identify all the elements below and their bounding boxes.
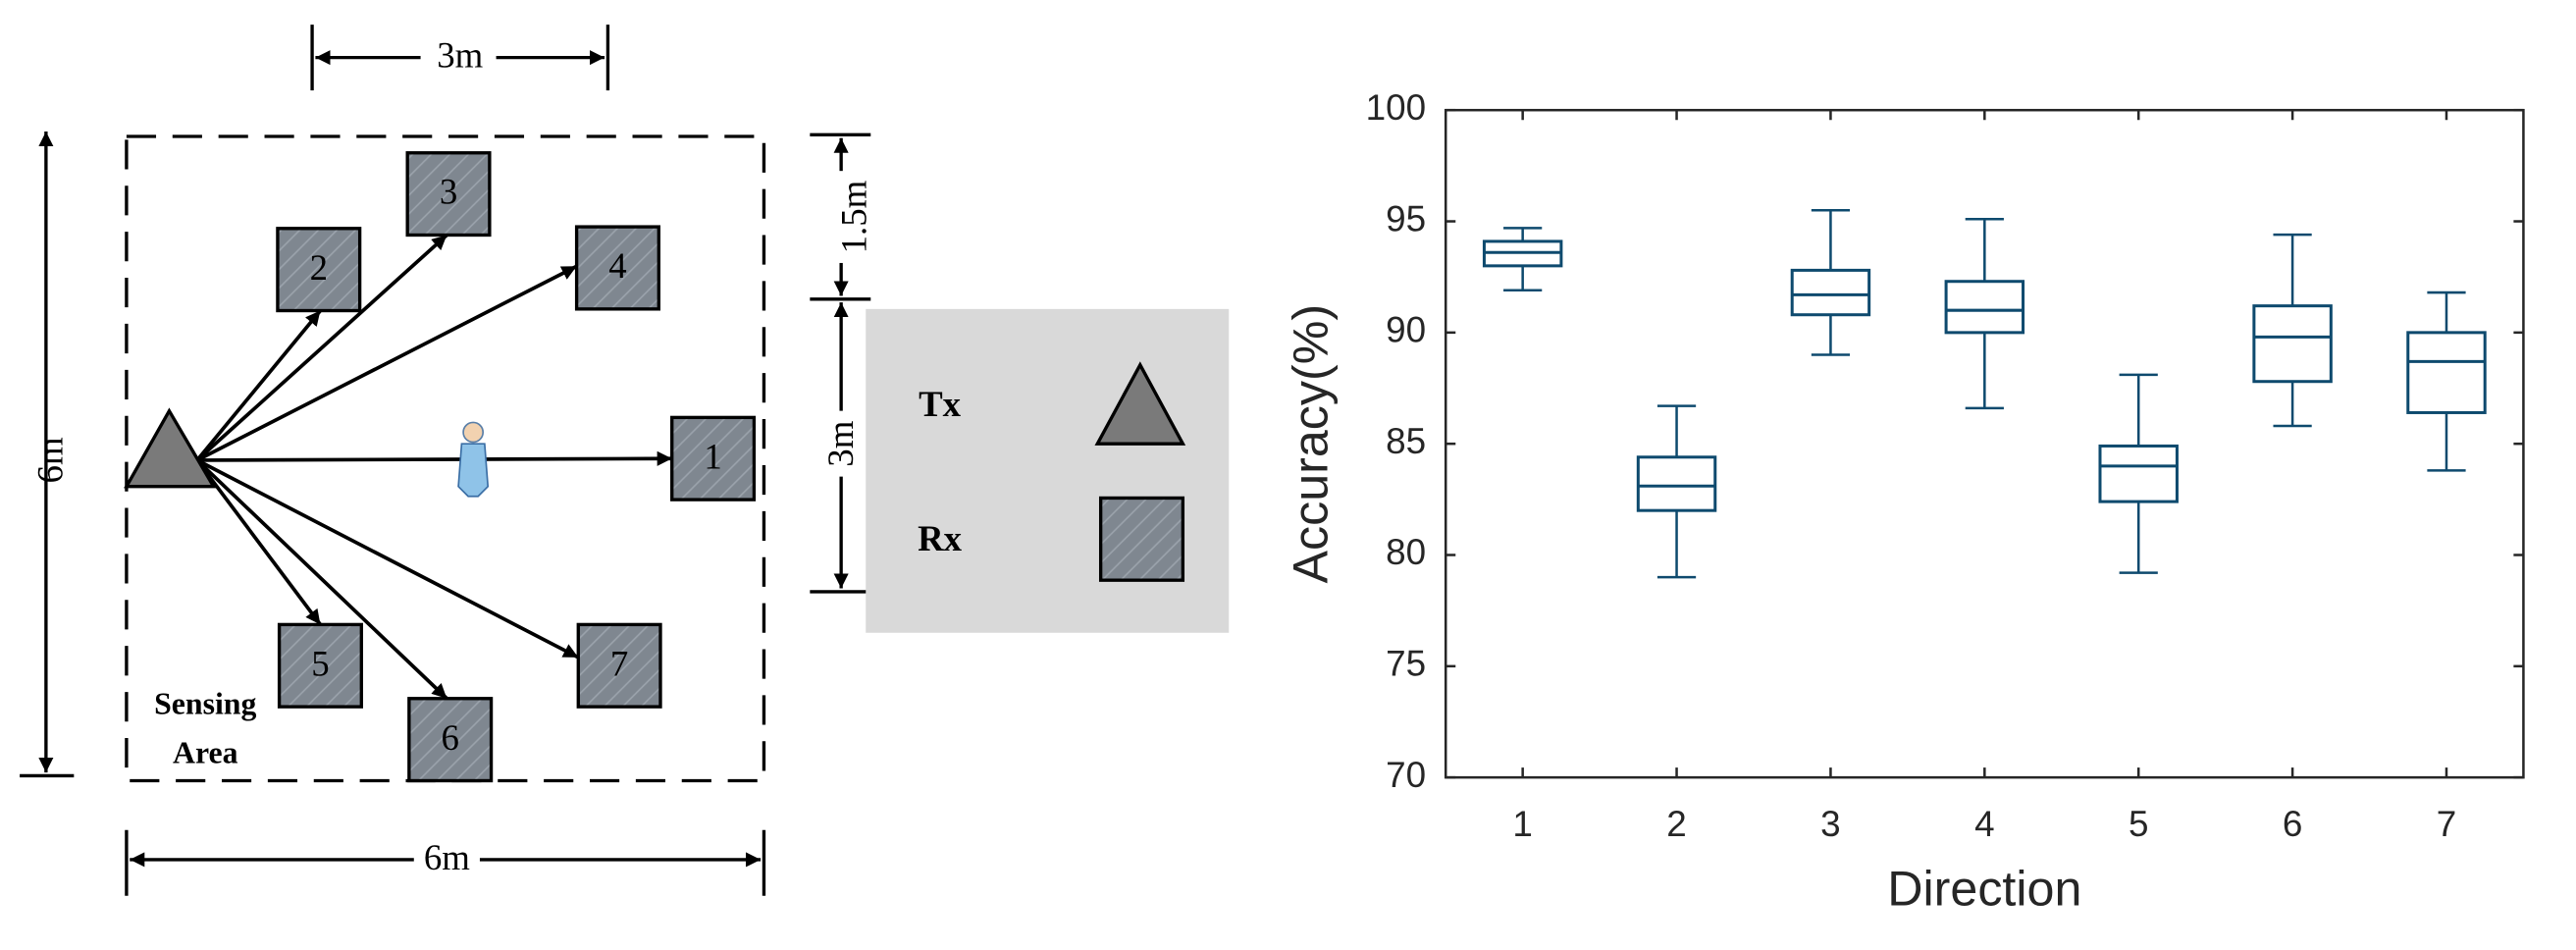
legend-box (866, 308, 1230, 633)
signal-path (195, 458, 322, 626)
x-tick-label: 7 (2437, 804, 2456, 844)
tx-icon (124, 407, 217, 489)
x-tick-label: 3 (1820, 804, 1840, 844)
rx-label: 1 (704, 436, 721, 476)
rx-icon (277, 622, 363, 709)
layout-diagram (20, 25, 1230, 896)
y-tick-label: 75 (1386, 644, 1426, 684)
x-tick-label: 4 (1974, 804, 1994, 844)
y-tick-label: 85 (1386, 421, 1426, 461)
legend-rx-icon (1098, 496, 1185, 582)
y-tick-label: 80 (1386, 532, 1426, 572)
box (1636, 455, 1717, 512)
rx-label: 7 (610, 643, 628, 683)
rx-label: 4 (608, 245, 626, 286)
box (1790, 268, 1871, 317)
signal-path (196, 458, 580, 660)
rx-icon (405, 151, 492, 238)
legend-tx-icon (1094, 361, 1186, 446)
person-icon (457, 421, 490, 498)
box (2098, 444, 2179, 503)
x-tick-label: 6 (2283, 804, 2302, 844)
dimension-label: 6m (30, 437, 71, 483)
box (2252, 304, 2333, 384)
signal-path (195, 458, 448, 701)
dimension-label: 3m (820, 420, 861, 466)
legend-label: Tx (919, 384, 962, 424)
area-label: Sensing (154, 686, 256, 720)
rx-label: 3 (440, 172, 457, 212)
signal-path (196, 264, 578, 462)
rx-icon (576, 622, 662, 709)
y-tick-label: 95 (1386, 198, 1426, 238)
rx-icon (276, 227, 362, 313)
rx-label: 2 (310, 247, 328, 288)
signal-path (196, 450, 672, 466)
area-label: Area (173, 736, 238, 770)
label-bg (423, 35, 497, 79)
y-axis-label: Accuracy(%) (1284, 304, 1339, 584)
x-tick-label: 1 (1512, 804, 1532, 844)
rx-label: 5 (311, 643, 329, 683)
dimension-label: 6m (424, 837, 470, 877)
label-bg (413, 838, 480, 881)
signal-path (195, 234, 448, 462)
signal-path (195, 309, 322, 462)
x-tick-label: 5 (2129, 804, 2148, 844)
y-tick-label: 90 (1386, 310, 1426, 350)
legend-label: Rx (918, 518, 963, 558)
box (2406, 331, 2487, 414)
y-tick-label: 70 (1386, 755, 1426, 795)
dimension-label: 3m (437, 35, 483, 76)
rx-label: 6 (441, 717, 458, 758)
plot-frame (1444, 108, 2525, 779)
x-tick-label: 2 (1666, 804, 1686, 844)
box (1944, 280, 2025, 335)
rx-icon (574, 225, 660, 311)
rx-icon (407, 697, 494, 783)
dimension-label: 1.5m (833, 180, 873, 253)
rx-icon (670, 415, 757, 501)
x-axis-label: Direction (1887, 862, 2081, 917)
y-tick-label: 100 (1366, 87, 1426, 128)
signal-paths (195, 234, 672, 701)
